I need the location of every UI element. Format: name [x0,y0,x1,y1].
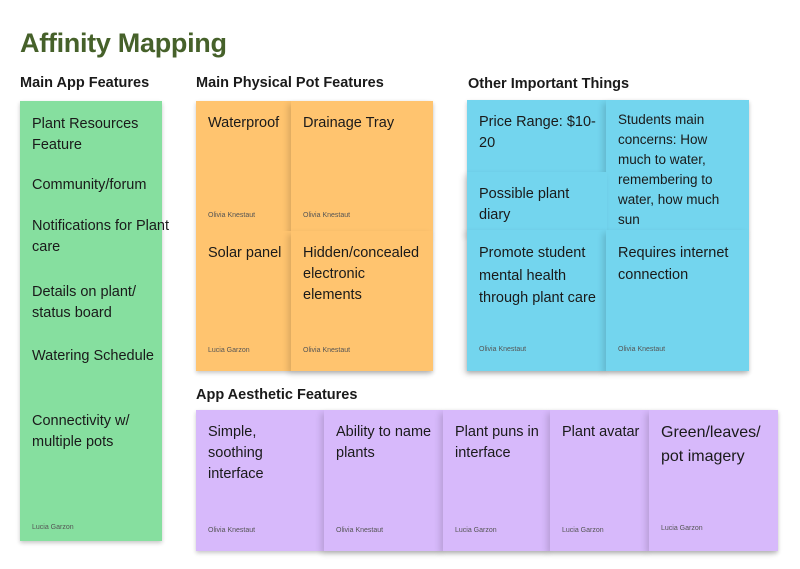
sticky-note[interactable]: Possible plant diary [467,172,607,234]
sticky-note[interactable]: Students main concerns: How much to wate… [606,100,749,235]
sticky-note[interactable]: Solar panel Lucia Garzon [196,231,292,371]
section-label-aesthetic: App Aesthetic Features [196,387,358,403]
sticky-note[interactable]: Simple, soothing interface Olivia Knesta… [196,410,324,551]
note-text: Green/leaves/ pot imagery [661,424,761,465]
sticky-note[interactable]: Drainage Tray Olivia Knestaut [291,101,433,236]
sticky-note[interactable]: Waterproof Olivia Knestaut [196,101,292,236]
sticky-note[interactable]: Requires internet connection Olivia Knes… [606,230,749,371]
note-text: Drainage Tray [303,115,395,131]
note-author: Olivia Knestaut [208,527,256,534]
sticky-note[interactable]: Hidden/concealed electronic elements Oli… [291,231,433,371]
note-author: Olivia Knestaut [336,527,384,534]
list-item: Watering Schedule [32,348,154,364]
note-text: Plant puns in interface [455,424,539,461]
note-author: Olivia Knestaut [303,212,351,219]
note-text: Plant avatar [562,424,640,440]
list-item: Notifications for Plant care [32,218,170,255]
note-text: Solar panel [208,245,282,261]
note-author: Olivia Knestaut [618,346,666,353]
note-author: Lucia Garzon [208,347,250,354]
list-item: Plant Resources Feature [32,116,139,153]
list-item: Details on plant/ status board [32,284,136,321]
list-item: Community/forum [32,177,147,193]
sticky-note[interactable]: Price Range: $10-20 [467,100,607,175]
sticky-note-main-app[interactable]: Plant Resources Feature Community/forum … [20,101,169,541]
board-title: Affinity Mapping [20,28,227,58]
note-text: Waterproof [208,115,280,131]
section-label-physical-pot: Main Physical Pot Features [196,75,384,91]
sticky-group-aesthetic: Simple, soothing interface Olivia Knesta… [196,410,778,551]
note-text: Hidden/concealed electronic elements [303,245,420,303]
sticky-note[interactable]: Green/leaves/ pot imagery Lucia Garzon [649,410,778,551]
note-author: Lucia Garzon [455,527,497,534]
sticky-note[interactable]: Plant puns in interface Lucia Garzon [443,410,551,551]
sticky-note[interactable]: Promote student mental health through pl… [467,230,607,371]
section-label-main-app: Main App Features [20,75,150,91]
note-text: Price Range: $10-20 [479,114,596,151]
note-text: Requires internet connection [618,245,729,283]
note-text: Promote student mental health through pl… [479,245,596,306]
note-author: Lucia Garzon [32,524,74,531]
note-author: Lucia Garzon [562,527,604,534]
note-author: Olivia Knestaut [303,347,351,354]
note-text: Simple, soothing interface [208,424,264,482]
note-text: Students main concerns: How much to wate… [618,112,720,227]
note-author: Olivia Knestaut [479,345,527,353]
note-author: Lucia Garzon [661,525,703,532]
section-label-other: Other Important Things [468,76,630,92]
note-text: Possible plant diary [479,186,570,223]
note-text: Ability to name plants [336,424,432,461]
sticky-note[interactable]: Plant avatar Lucia Garzon [550,410,650,551]
note-author: Olivia Knestaut [208,212,256,219]
sticky-group-physical-pot: Waterproof Olivia Knestaut Drainage Tray… [196,101,433,371]
sticky-note[interactable]: Ability to name plants Olivia Knestaut [324,410,444,551]
list-item: Connectivity w/ multiple pots [32,413,130,450]
sticky-group-other: Price Range: $10-20 Students main concer… [467,100,749,371]
